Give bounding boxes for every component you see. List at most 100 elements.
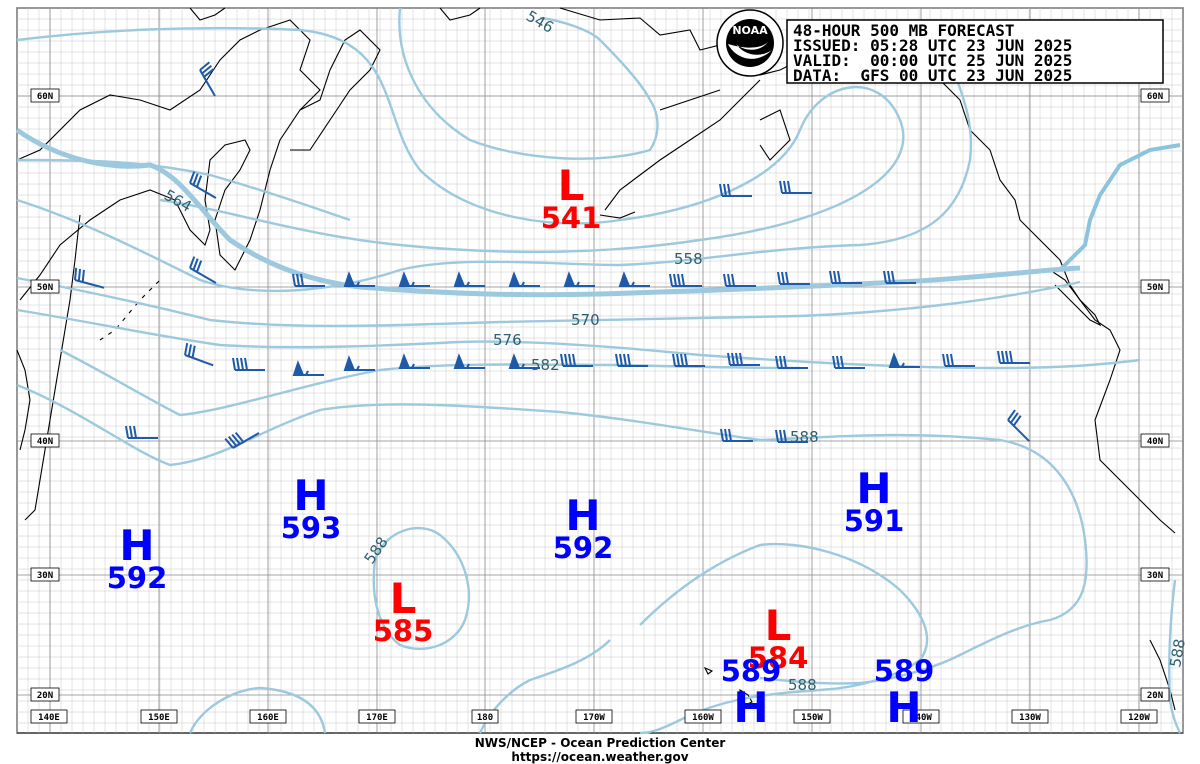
wind-barb xyxy=(615,353,648,367)
height-contours xyxy=(15,7,1182,735)
high-center: H 589 xyxy=(874,654,935,732)
contour-label: 570 xyxy=(571,311,600,329)
svg-text:180: 180 xyxy=(477,713,493,723)
wind-barb xyxy=(74,267,105,289)
wind-barb xyxy=(942,353,975,367)
low-center: L 585 xyxy=(373,574,434,648)
svg-text:170E: 170E xyxy=(366,713,388,723)
wind-barb xyxy=(1007,409,1030,442)
svg-text:50N: 50N xyxy=(37,283,53,293)
svg-text:H: H xyxy=(886,683,921,732)
lat-label-60n: 60N xyxy=(30,88,60,103)
wind-barb xyxy=(777,271,810,285)
svg-text:H: H xyxy=(733,683,768,732)
low-center: L 584 xyxy=(748,601,809,675)
svg-text:592: 592 xyxy=(553,531,614,565)
wind-barb xyxy=(224,431,260,449)
lon-label: 180 xyxy=(471,709,499,724)
wind-barb xyxy=(997,350,1030,364)
pressure-centers: L 541 H 593 H 592 H 592 H 591 L 585 L 58… xyxy=(107,161,935,732)
wind-barb xyxy=(398,353,430,369)
wind-barb xyxy=(669,273,702,287)
wind-barb xyxy=(723,273,756,287)
wind-barb xyxy=(832,355,865,369)
wind-barb xyxy=(199,61,216,97)
wind-barb xyxy=(563,271,595,287)
contour-label: 588 xyxy=(1166,637,1189,668)
lat-label-30n: 30N xyxy=(1140,567,1170,582)
svg-text:NOAA: NOAA xyxy=(732,24,768,37)
high-center: H 592 xyxy=(553,491,614,565)
lon-label: 120W xyxy=(1120,709,1158,724)
issued-line: ISSUED: 05:28 UTC 23 JUN 2025 xyxy=(793,36,1072,55)
wind-barbs xyxy=(74,61,1030,449)
rivers xyxy=(1058,143,1181,272)
wind-barb xyxy=(184,342,214,367)
wind-barb xyxy=(775,355,808,369)
lat-label-50n: 50N xyxy=(1140,279,1170,294)
valid-line: VALID: 00:00 UTC 25 JUN 2025 xyxy=(793,51,1072,70)
svg-text:140W: 140W xyxy=(910,713,932,723)
svg-text:140E: 140E xyxy=(38,713,60,723)
svg-text:593: 593 xyxy=(281,511,342,545)
wind-barb xyxy=(125,425,158,439)
lon-label: 150E xyxy=(140,709,178,724)
svg-text:30N: 30N xyxy=(37,571,53,581)
wind-barb xyxy=(398,271,430,287)
svg-text:H: H xyxy=(119,521,154,570)
wind-barb xyxy=(189,171,217,199)
svg-text:30N: 30N xyxy=(1147,571,1163,581)
high-center: H 592 xyxy=(107,521,168,595)
svg-text:160W: 160W xyxy=(692,713,714,723)
high-center: H 589 xyxy=(721,654,782,732)
lon-label: 140W xyxy=(902,709,940,724)
svg-text:130W: 130W xyxy=(1019,713,1041,723)
lon-label: 170E xyxy=(358,709,396,724)
wind-barb xyxy=(292,360,324,376)
footer-line-1: NWS/NCEP - Ocean Prediction Center xyxy=(474,736,726,750)
lon-label: 170W xyxy=(575,709,613,724)
svg-text:L: L xyxy=(558,161,585,210)
wind-barb xyxy=(508,271,540,287)
contour-label: 582 xyxy=(531,356,560,374)
contour-label: 558 xyxy=(674,250,703,268)
noaa-logo-icon: NOAA xyxy=(716,9,784,77)
wind-barb xyxy=(618,271,650,287)
wind-barb xyxy=(720,428,753,442)
footer-line-2: https://ocean.weather.gov xyxy=(511,750,689,764)
svg-text:160E: 160E xyxy=(257,713,279,723)
wind-barb xyxy=(453,271,485,287)
svg-text:H: H xyxy=(856,464,891,513)
lon-label: 160E xyxy=(249,709,287,724)
svg-text:20N: 20N xyxy=(37,691,53,701)
high-center: H 593 xyxy=(281,471,342,545)
svg-text:40N: 40N xyxy=(1147,437,1163,447)
svg-text:60N: 60N xyxy=(37,92,53,102)
wind-barb xyxy=(672,353,705,367)
low-center: L 541 xyxy=(541,161,602,235)
svg-text:589: 589 xyxy=(874,654,935,688)
high-center: H 591 xyxy=(844,464,905,538)
lon-label: 160W xyxy=(684,709,722,724)
wind-barb xyxy=(719,183,752,197)
svg-text:H: H xyxy=(565,491,600,540)
svg-text:585: 585 xyxy=(373,614,434,648)
lat-label-50n: 50N xyxy=(30,279,60,294)
svg-text:L: L xyxy=(765,601,792,650)
contour-label: 576 xyxy=(493,331,522,349)
svg-text:L: L xyxy=(390,574,417,623)
svg-text:120W: 120W xyxy=(1128,713,1150,723)
forecast-info-box: 48-HOUR 500 MB FORECAST ISSUED: 05:28 UT… xyxy=(786,19,1164,85)
wind-barb xyxy=(232,357,265,371)
forecast-title: 48-HOUR 500 MB FORECAST xyxy=(793,21,1015,40)
svg-text:60N: 60N xyxy=(1147,92,1163,102)
wind-barb xyxy=(508,353,540,369)
wind-barb xyxy=(343,271,375,287)
lat-label-40n: 40N xyxy=(30,433,60,448)
wind-barb xyxy=(189,256,217,284)
svg-text:H: H xyxy=(293,471,328,520)
wind-barb xyxy=(292,273,325,287)
wind-barb xyxy=(775,429,808,443)
wind-barb xyxy=(560,353,593,367)
